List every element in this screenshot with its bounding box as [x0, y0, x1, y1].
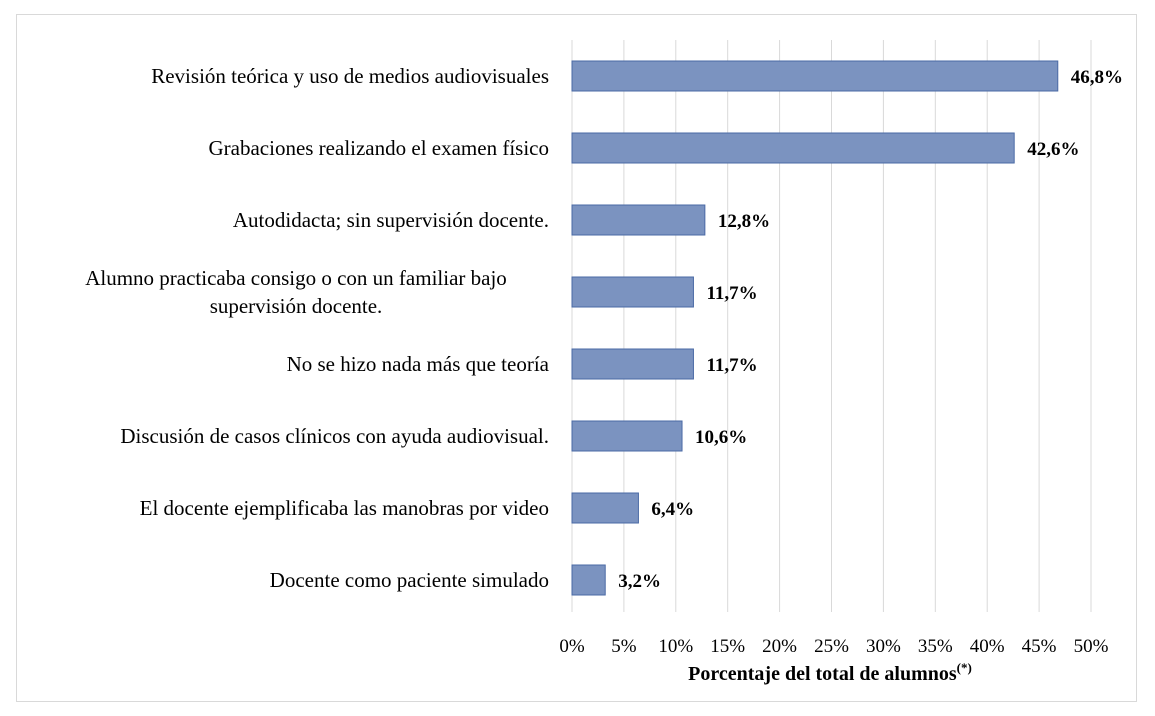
- data-label: 11,7%: [706, 355, 757, 376]
- x-tick-label: 10%: [658, 636, 693, 657]
- category-label: Docente como paciente simulado: [270, 568, 549, 592]
- category-label: No se hizo nada más que teoría: [287, 352, 550, 376]
- category-labels: Revisión teórica y uso de medios audiovi…: [85, 64, 549, 592]
- category-label: Alumno practicaba consigo o con un famil…: [85, 266, 507, 318]
- x-tick-label: 0%: [559, 636, 585, 657]
- data-label: 42,6%: [1027, 139, 1079, 160]
- bar: [571, 420, 683, 452]
- bars: [571, 60, 1059, 596]
- bar: [571, 132, 1015, 164]
- x-axis-title-text: Porcentaje del total de alumnos: [688, 663, 957, 685]
- x-tick-labels: 0% 5% 10% 15% 20% 25% 30% 35% 40% 45% 50%: [559, 636, 1108, 657]
- x-tick-label: 45%: [1022, 636, 1057, 657]
- data-label: 11,7%: [706, 283, 757, 304]
- bar: [571, 564, 606, 596]
- category-label-line: Alumno practicaba consigo o con un famil…: [85, 266, 507, 290]
- bar: [571, 492, 639, 524]
- x-tick-label: 35%: [918, 636, 953, 657]
- data-label: 46,8%: [1071, 67, 1123, 88]
- category-label: Autodidacta; sin supervisión docente.: [233, 208, 549, 232]
- data-label: 3,2%: [618, 571, 661, 592]
- x-tick-label: 25%: [814, 636, 849, 657]
- x-tick-label: 30%: [866, 636, 901, 657]
- bar: [571, 204, 706, 236]
- category-label-line: supervisión docente.: [210, 294, 383, 318]
- x-axis-title: Porcentaje del total de alumnos(*): [688, 660, 972, 685]
- bar: [571, 276, 694, 308]
- grid-lines: [571, 40, 1092, 612]
- category-label: Grabaciones realizando el examen físico: [208, 136, 549, 160]
- x-tick-label: 50%: [1074, 636, 1109, 657]
- data-label: 12,8%: [718, 211, 770, 232]
- bar: [571, 60, 1059, 92]
- category-label: El docente ejemplificaba las manobras po…: [140, 496, 549, 520]
- data-label: 10,6%: [695, 427, 747, 448]
- x-axis-title-superscript: (*): [957, 660, 972, 675]
- category-label: Discusión de casos clínicos con ayuda au…: [120, 424, 549, 448]
- data-labels: 46,8% 42,6% 12,8% 11,7% 11,7% 10,6% 6,4% 3,2%: [618, 67, 1123, 592]
- x-tick-label: 40%: [970, 636, 1005, 657]
- x-tick-label: 15%: [710, 636, 745, 657]
- category-label: Revisión teórica y uso de medios audiovi…: [151, 64, 549, 88]
- chart-frame: [16, 14, 1137, 702]
- x-tick-label: 5%: [611, 636, 637, 657]
- x-tick-label: 20%: [762, 636, 797, 657]
- data-label: 6,4%: [651, 499, 694, 520]
- bar: [571, 348, 694, 380]
